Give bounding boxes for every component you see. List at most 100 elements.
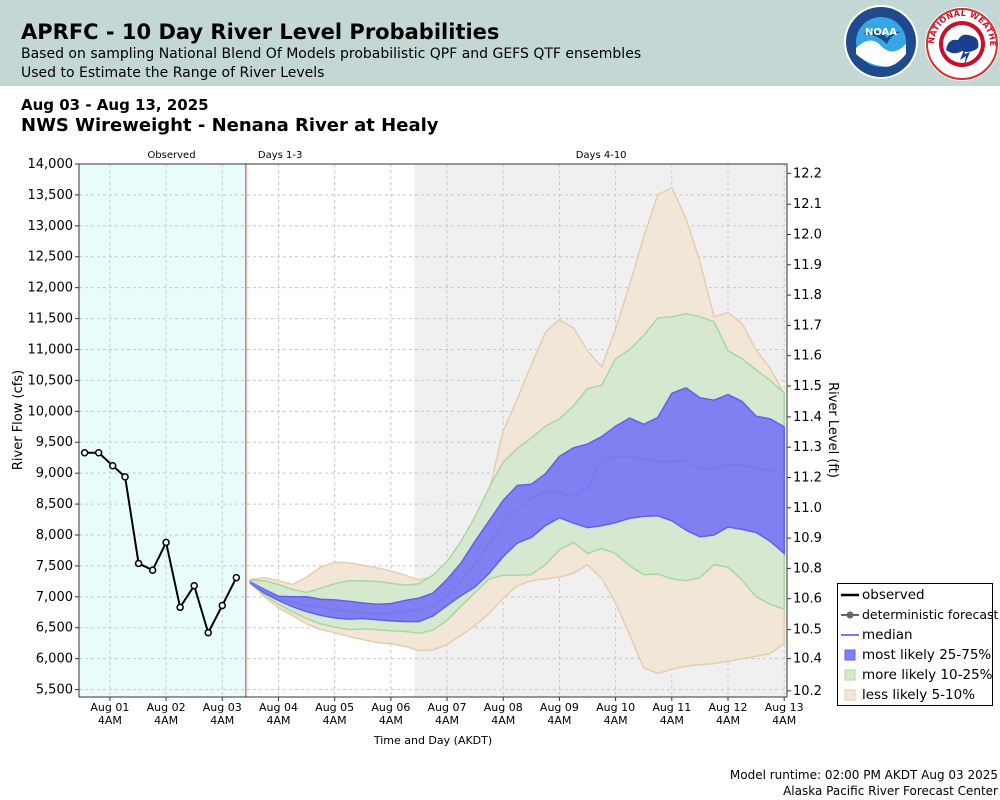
model-runtime: Model runtime: 02:00 PM AKDT Aug 03 2025 [729, 768, 998, 782]
legend-10-25-swatch-icon [844, 669, 856, 681]
legend-item-5-10: less likely 5-10% [841, 686, 993, 704]
page-subtitle-2: Used to Estimate the Range of River Leve… [21, 65, 325, 81]
x-tick-label-hour: 4AM [491, 714, 515, 727]
legend-label: deterministic forecast [862, 607, 999, 622]
chart-legend: observed deterministic forecast median m… [837, 583, 998, 706]
observed-point [232, 573, 241, 582]
observed-point [190, 581, 198, 590]
y2-tick-label: 10.2 [793, 684, 822, 699]
observed-point [162, 538, 170, 547]
y-tick-label: 7,000 [36, 590, 73, 605]
x-tick-label-day: Aug 04 [259, 701, 298, 714]
legend-median-line-icon [841, 634, 859, 636]
region-label: Days 4-10 [576, 150, 627, 161]
x-tick-label-day: Aug 05 [315, 701, 354, 714]
x-tick-label-day: Aug 11 [652, 701, 691, 714]
y2-tick-label: 11.3 [793, 440, 822, 455]
region-background [79, 164, 246, 697]
x-tick-label-day: Aug 13 [765, 701, 804, 714]
x-tick-label-hour: 4AM [379, 714, 403, 727]
chart-axes: Observed Days 1-3 Days 4-10 5,500 6,000 6,500… [28, 150, 822, 727]
y-tick-label: 10,500 [28, 373, 74, 388]
y-tick-label: 13,500 [28, 188, 74, 203]
legend-item-deterministic: deterministic forecast [841, 606, 998, 624]
y2-tick-label: 11.0 [793, 501, 822, 516]
legend-label: median [862, 627, 913, 643]
legend-deterministic-line-icon [841, 611, 859, 619]
header-banner: APRFC - 10 Day River Level Probabilities… [0, 0, 1000, 86]
y2-tick-label: 10.8 [793, 561, 822, 576]
y-tick-label: 8,500 [36, 497, 73, 512]
legend-label: less likely 5-10% [862, 687, 976, 703]
legend-label: observed [862, 587, 925, 603]
observed-point [108, 461, 117, 470]
chart-lines [80, 164, 785, 697]
y2-tick-label: 11.8 [793, 288, 822, 303]
y2-tick-label: 11.6 [793, 349, 822, 364]
y-tick-label: 6,500 [36, 621, 73, 636]
x-tick-label-day: Aug 07 [428, 701, 467, 714]
legend-item-10-25: more likely 10-25% [841, 666, 993, 684]
region-label: Observed [147, 150, 195, 161]
region-label: Days 1-3 [258, 150, 302, 161]
band-25-75 [249, 386, 785, 623]
observed-point [148, 566, 157, 574]
legend-item-median: median [841, 626, 993, 644]
y-axis-label: River Flow (cfs) [11, 370, 26, 470]
x-axis-label: Time and Day (AKDT) [373, 734, 492, 747]
legend-label: most likely 25-75% [862, 647, 992, 663]
nws-logo-icon: NATIONAL WEATHER SERVICE [924, 4, 999, 81]
x-tick-label-hour: 4AM [604, 714, 628, 727]
y-tick-label: 14,000 [28, 157, 74, 172]
probability-bands [249, 186, 785, 675]
y-tick-label: 10,000 [28, 404, 74, 419]
band-10-25 [249, 312, 785, 635]
x-tick-label-hour: 4AM [716, 714, 740, 727]
legend-observed-line-icon [841, 593, 859, 597]
legend-25-75-swatch-icon [844, 649, 856, 661]
x-tick-label-hour: 4AM [154, 714, 178, 727]
y-tick-label: 5,500 [36, 683, 73, 698]
x-tick-label-day: Aug 02 [147, 701, 186, 714]
legend-item-observed: observed [841, 586, 993, 604]
y-tick-label: 13,000 [28, 219, 74, 234]
x-tick-label-day: Aug 06 [371, 701, 410, 714]
x-tick-label-day: Aug 09 [540, 701, 579, 714]
x-tick-label-hour: 4AM [772, 714, 796, 727]
y2-tick-label: 10.6 [793, 592, 822, 607]
y-tick-label: 11,500 [28, 312, 74, 327]
y-tick-label: 12,500 [28, 250, 74, 265]
legend-item-25-75: most likely 25-75% [841, 646, 993, 664]
noaa-logo-text: NOAA [865, 27, 897, 38]
x-tick-label-day: Aug 03 [203, 701, 242, 714]
y2-tick-label: 11.9 [793, 258, 822, 273]
forecast-center: Alaska Pacific River Forecast Center [783, 784, 998, 798]
y2-tick-label: 12.2 [793, 166, 822, 181]
x-tick-label-hour: 4AM [98, 714, 122, 727]
observed-point [176, 603, 184, 612]
page-subtitle-1: Based on sampling National Blend Of Mode… [21, 46, 642, 62]
y-tick-label: 6,000 [36, 652, 73, 667]
date-range: Aug 03 - Aug 13, 2025 [21, 96, 209, 114]
observed-point [121, 473, 129, 481]
observed-point [218, 601, 227, 610]
y2-tick-label: 11.5 [793, 379, 822, 394]
y2-tick-label: 10.9 [793, 531, 822, 546]
observed-point [80, 449, 89, 457]
x-tick-label-hour: 4AM [323, 714, 347, 727]
x-tick-label-hour: 4AM [435, 714, 459, 727]
y-tick-label: 8,000 [36, 528, 73, 543]
legend-label: more likely 10-25% [862, 667, 993, 683]
x-tick-label-hour: 4AM [266, 714, 290, 727]
y2-tick-label: 11.2 [793, 470, 822, 485]
x-tick-label-hour: 4AM [547, 714, 571, 727]
y2-tick-label: 10.5 [793, 623, 822, 638]
x-tick-label-day: Aug 01 [90, 701, 129, 714]
y-tick-label: 9,000 [36, 466, 73, 481]
y2-tick-label: 11.4 [793, 410, 822, 425]
observed-point [204, 628, 212, 637]
y-tick-label: 7,500 [36, 559, 73, 574]
y2-axis-label: River Level (ft) [825, 382, 840, 478]
page-title: APRFC - 10 Day River Level Probabilities [21, 20, 500, 44]
